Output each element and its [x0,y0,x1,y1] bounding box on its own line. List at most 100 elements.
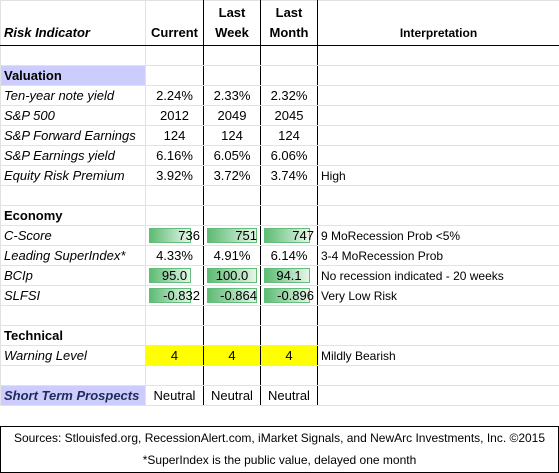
cell [1,306,146,326]
cell: Interpretation [318,1,559,46]
cell: 94.1 [261,266,318,286]
cell: Equity Risk Premium [1,166,146,186]
cell [318,126,559,146]
cell: Neutral [261,386,318,406]
cell [146,306,204,326]
cell: 2012 [146,106,204,126]
cell [261,326,318,346]
cell: 3.92% [146,166,204,186]
cell: S&P 500 [1,106,146,126]
value: -0.864 [220,288,257,303]
cell: S&P Forward Earnings [1,126,146,146]
cell [261,306,318,326]
cell: Technical [1,326,146,346]
cell: SLFSI [1,286,146,306]
cell: 124 [261,126,318,146]
cell [1,46,146,66]
row [1,186,559,206]
cell: S&P Earnings yield [1,146,146,166]
cell: Risk Indicator [1,1,146,46]
cell: 4 [146,346,204,366]
row: Valuation [1,66,559,86]
cell: 4.33% [146,246,204,266]
cell [146,206,204,226]
cell: -0.832 [146,286,204,306]
cell: 6.05% [204,146,261,166]
cell: 4.91% [204,246,261,266]
cell [318,386,559,406]
cell [146,66,204,86]
value: 747 [292,228,314,243]
cell: 124 [204,126,261,146]
cell: 3-4 MoRecession Prob [318,246,559,266]
row [1,46,559,66]
cell: C-Score [1,226,146,246]
cell [318,206,559,226]
cell: 124 [146,126,204,146]
value: 736 [178,228,200,243]
cell: BCIp [1,266,146,286]
cell: 4 [261,346,318,366]
cell: 95.0 [146,266,204,286]
value: -0.896 [277,288,314,303]
cell: 2045 [261,106,318,126]
cell: -0.864 [204,286,261,306]
cell [318,306,559,326]
cell [318,326,559,346]
cell: Valuation [1,66,146,86]
cell [261,366,318,386]
cell: 4 [204,346,261,366]
cell [146,326,204,346]
cell: Very Low Risk [318,286,559,306]
cell [204,206,261,226]
cell [318,106,559,126]
cell: 3.74% [261,166,318,186]
footnote: *SuperIndex is the public value, delayed… [1,449,558,471]
cell [318,366,559,386]
value: 751 [235,228,257,243]
cell [318,186,559,206]
cell: Last Week [204,1,261,46]
cell: 2049 [204,106,261,126]
cell [318,146,559,166]
cell [318,46,559,66]
cell: 2.24% [146,86,204,106]
cell: 2.32% [261,86,318,106]
cell: Ten-year note yield [1,86,146,106]
value: 100.0 [216,268,249,283]
row: Economy [1,206,559,226]
cell: Warning Level [1,346,146,366]
cell [318,66,559,86]
cell: High [318,166,559,186]
footer: Sources: Stlouisfed.org, RecessionAlert.… [0,426,559,473]
row [1,306,559,326]
cell: Mildly Bearish [318,346,559,366]
cell [261,206,318,226]
cell [204,46,261,66]
cell: 3.72% [204,166,261,186]
cell: 6.16% [146,146,204,166]
cell: -0.896 [261,286,318,306]
row [1,366,559,386]
cell: 6.14% [261,246,318,266]
cell: Neutral [146,386,204,406]
cell: No recession indicated - 20 weeks [318,266,559,286]
cell [146,186,204,206]
cell: 747 [261,226,318,246]
cell [204,306,261,326]
cell: 6.06% [261,146,318,166]
cell: Neutral [204,386,261,406]
cell [261,66,318,86]
row: Technical [1,326,559,346]
sources: Sources: Stlouisfed.org, RecessionAlert.… [1,427,558,449]
